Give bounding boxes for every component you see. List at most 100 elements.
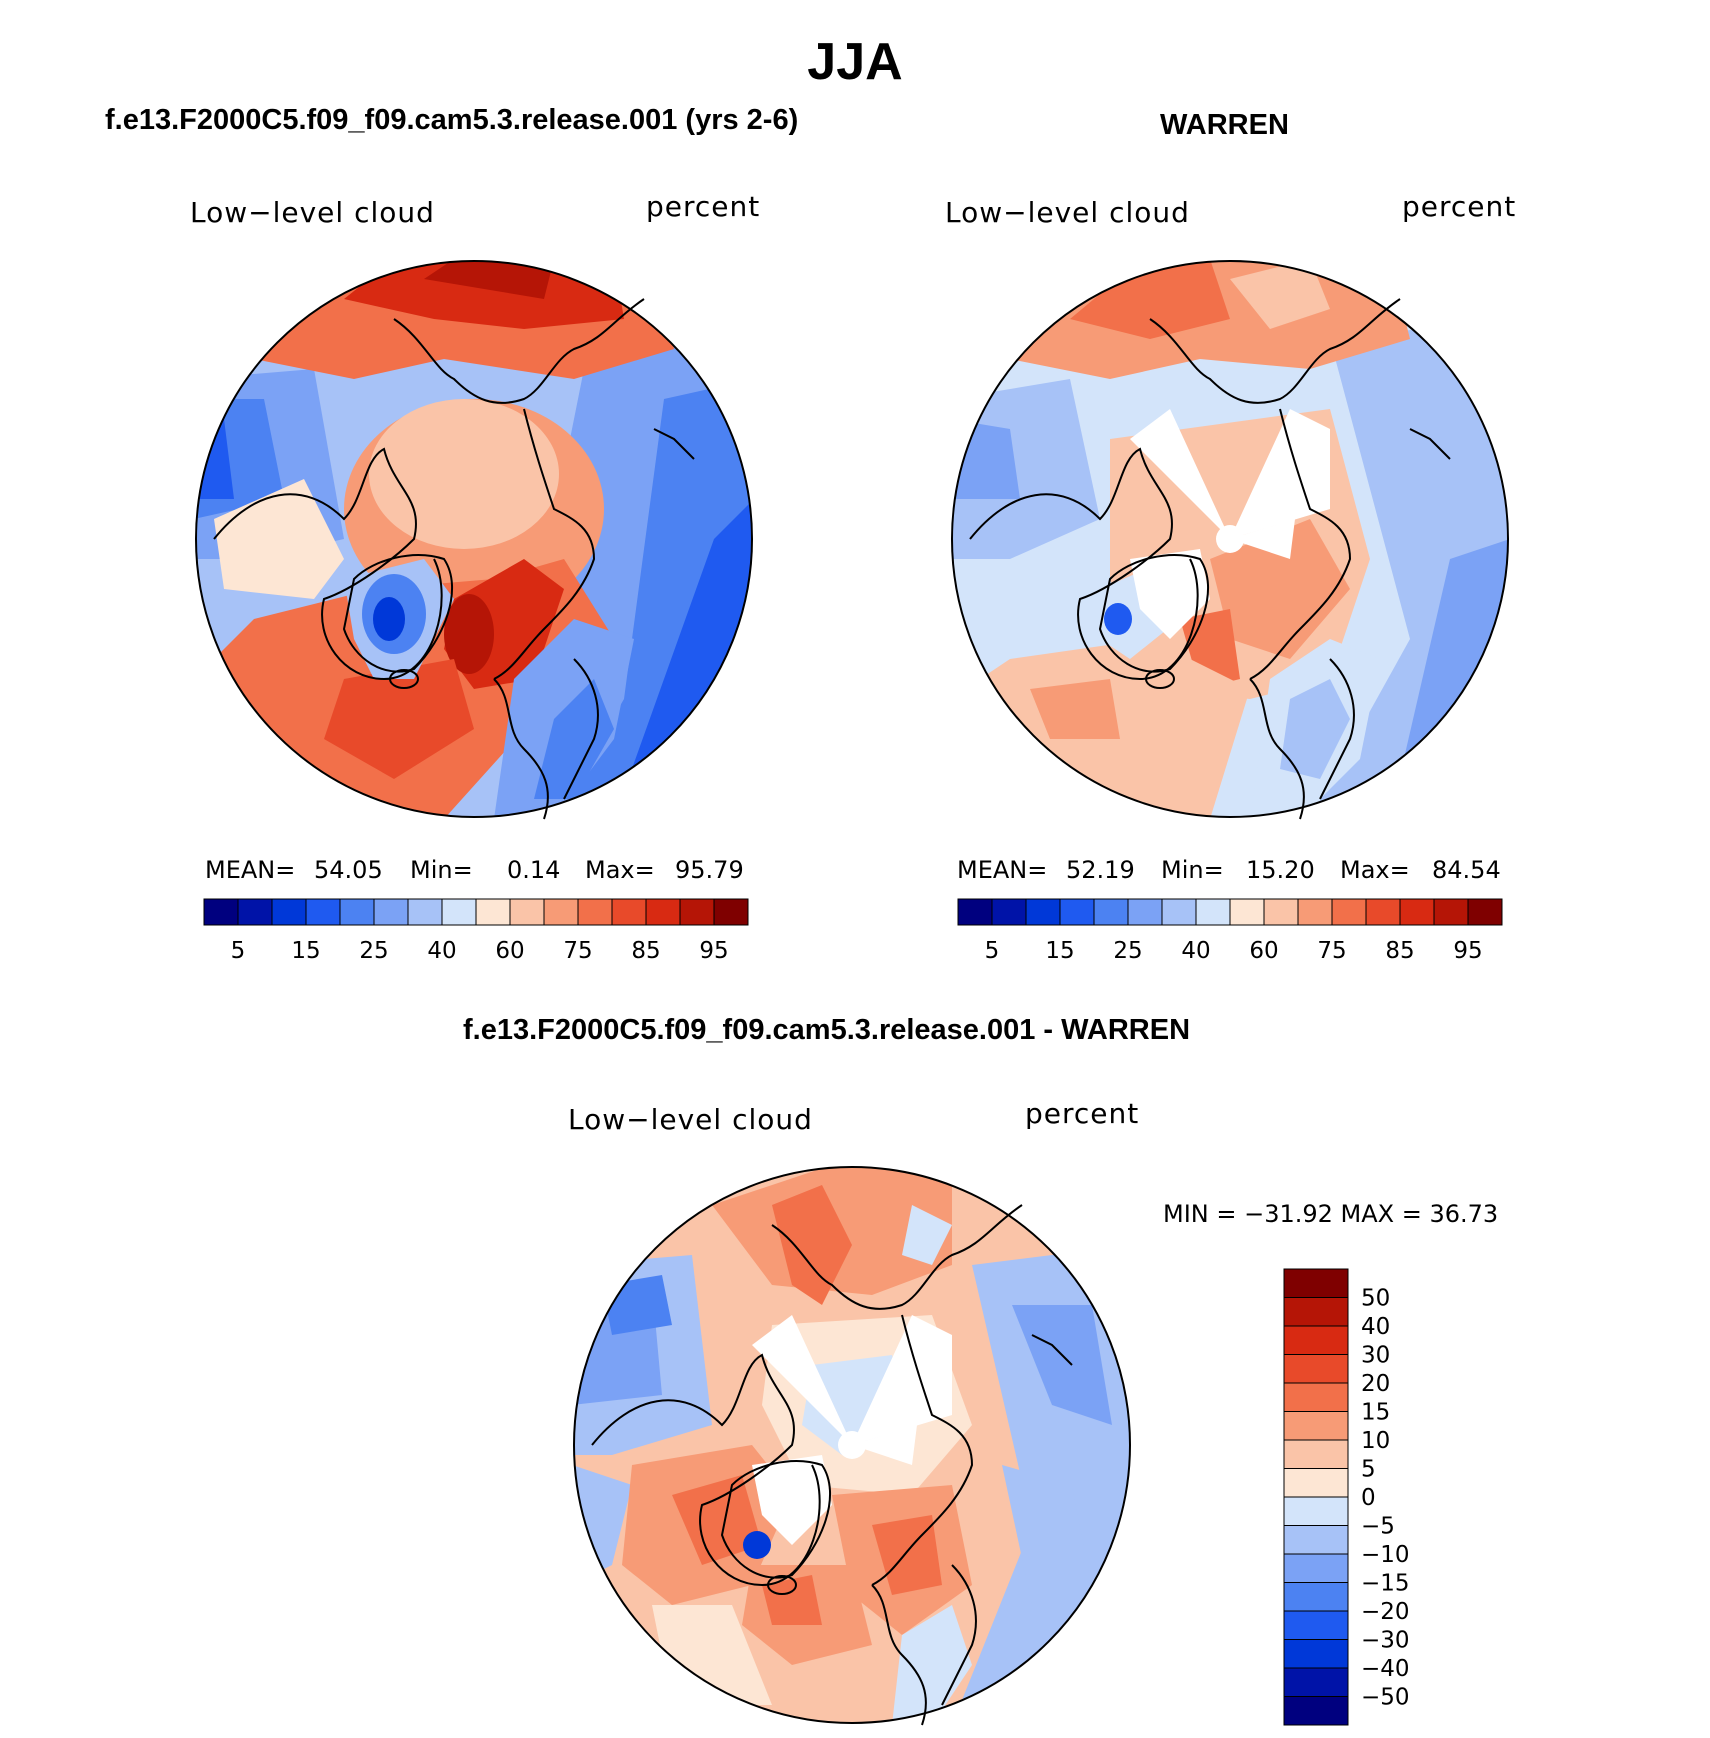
panel-model-colorbar-tick-label: 15 [291, 938, 320, 964]
panel-diff-colorbar-swatch [1283, 1496, 1349, 1526]
panel-model-max: 95.79 [675, 856, 744, 884]
panel-model-colorbar-swatch [237, 898, 273, 926]
panel-obs-units: percent [1402, 190, 1517, 223]
panel-obs-colorbar-swatch [1331, 898, 1367, 926]
panel-obs-colorbar-swatch [1297, 898, 1333, 926]
panel-obs-colorbar-swatch [1025, 898, 1061, 926]
panel-diff-colorbar-swatch [1283, 1696, 1349, 1726]
panel-diff-colorbar-tick-label: 15 [1361, 1400, 1390, 1426]
panel-model-min-label: Min= [410, 856, 473, 884]
panel-obs-map [951, 260, 1509, 820]
panel-obs-colorbar-tick-label: 40 [1181, 938, 1210, 964]
panel-obs-colorbar-swatch [1365, 898, 1401, 926]
panel-diff-colorbar-swatch [1283, 1297, 1349, 1327]
panel-diff-colorbar-tick-label: 50 [1361, 1286, 1390, 1312]
panel-model-min: 0.14 [507, 856, 561, 884]
panel-obs-colorbar-swatch [1229, 898, 1265, 926]
panel-obs-min-label: Min= [1161, 856, 1224, 884]
panel-model-max-label: Max= [585, 856, 655, 884]
panel-obs-colorbar-swatch [1399, 898, 1435, 926]
panel-diff-colorbar-swatch [1283, 1439, 1349, 1469]
panel-model-colorbar-swatch [713, 898, 749, 926]
panel-model-colorbar-tick-label: 60 [495, 938, 524, 964]
panel-obs-colorbar-swatch [957, 898, 993, 926]
panel-diff-variable: Low−level cloud [568, 1103, 813, 1136]
panel-diff-colorbar-swatch [1283, 1667, 1349, 1697]
panel-model-colorbar-swatch [407, 898, 443, 926]
panel-model-colorbar-swatch [577, 898, 613, 926]
panel-obs-colorbar-swatch [1093, 898, 1129, 926]
panel-diff-colorbar-tick-label: −15 [1361, 1571, 1410, 1597]
panel-diff-colorbar-tick-label: 10 [1361, 1428, 1390, 1454]
panel-model-colorbar-tick-label: 85 [631, 938, 660, 964]
panel-obs-colorbar: 5 15 25 40 60 75 85 95 [957, 898, 1503, 964]
panel-obs-colorbar-tick-label: 15 [1045, 938, 1074, 964]
panel-obs-min: 15.20 [1246, 856, 1315, 884]
panel-diff-colorbar-swatch [1283, 1582, 1349, 1612]
panel-obs-colorbar-tick-label: 60 [1249, 938, 1278, 964]
panel-diff-title: f.e13.F2000C5.f09_f09.cam5.3.release.001… [463, 1014, 1191, 1046]
panel-model-colorbar-swatch [441, 898, 477, 926]
panel-diff-colorbar-tick-label: −10 [1361, 1542, 1410, 1568]
panel-obs-max-label: Max= [1340, 856, 1410, 884]
panel-diff-units: percent [1025, 1097, 1140, 1130]
panel-obs-colorbar-swatch [1127, 898, 1163, 926]
panel-obs-colorbar-tick-label: 75 [1317, 938, 1346, 964]
panel-diff-colorbar-swatch [1283, 1268, 1349, 1298]
panel-diff-map [573, 1166, 1131, 1726]
panel-diff-colorbar-tick-label: −30 [1361, 1628, 1410, 1654]
panel-obs-colorbar-swatch [1195, 898, 1231, 926]
panel-diff-colorbar-tick-label: −20 [1361, 1599, 1410, 1625]
panel-model-colorbar-swatch [339, 898, 375, 926]
panel-model-mean: 54.05 [314, 856, 383, 884]
panel-model-variable: Low−level cloud [190, 196, 435, 229]
panel-model-colorbar-tick-label: 95 [699, 938, 728, 964]
panel-model-colorbar-swatch [475, 898, 511, 926]
panel-diff-colorbar-swatch [1283, 1411, 1349, 1441]
panel-obs-colorbar-swatch [1467, 898, 1503, 926]
panel-obs-colorbar-tick-label: 85 [1385, 938, 1414, 964]
panel-diff-colorbar-tick-label: −5 [1361, 1514, 1395, 1540]
panel-diff-colorbar-tick-label: 0 [1361, 1485, 1376, 1511]
panel-diff-colorbar-tick-label: −40 [1361, 1656, 1410, 1682]
panel-diff-colorbar-swatch [1283, 1525, 1349, 1555]
panel-model-colorbar-swatch [271, 898, 307, 926]
panel-diff-colorbar-tick-label: −50 [1361, 1685, 1410, 1711]
panel-model-colorbar-swatch [679, 898, 715, 926]
panel-obs-mean: 52.19 [1066, 856, 1135, 884]
panel-diff-colorbar-swatch [1283, 1553, 1349, 1583]
panel-model-colorbar-swatch [543, 898, 579, 926]
panel-model-colorbar-swatch [203, 898, 239, 926]
panel-obs-colorbar-swatch [991, 898, 1027, 926]
panel-diff-colorbar-swatch [1283, 1382, 1349, 1412]
panel-model-colorbar-swatch [645, 898, 681, 926]
panel-diff-colorbar-tick-label: 30 [1361, 1343, 1390, 1369]
panel-obs-max: 84.54 [1432, 856, 1501, 884]
panel-obs-mean-label: MEAN= [957, 856, 1048, 884]
panel-model-colorbar-tick-label: 75 [563, 938, 592, 964]
panel-model-map [195, 260, 753, 820]
panel-obs-colorbar-swatch [1263, 898, 1299, 926]
panel-diff-colorbar-swatch [1283, 1468, 1349, 1498]
panel-model-title: f.e13.F2000C5.f09_f09.cam5.3.release.001… [105, 104, 799, 136]
panel-model-colorbar-tick-label: 5 [231, 938, 246, 964]
panel-obs-colorbar-swatch [1433, 898, 1469, 926]
panel-model-mean-label: MEAN= [205, 856, 296, 884]
panel-model-colorbar-swatch [509, 898, 545, 926]
panel-diff-colorbar-swatch [1283, 1610, 1349, 1640]
panel-diff-colorbar-tick-label: 40 [1361, 1314, 1390, 1340]
panel-model-colorbar-swatch [305, 898, 341, 926]
panel-obs-colorbar-tick-label: 25 [1113, 938, 1142, 964]
panel-model-colorbar-tick-label: 25 [359, 938, 388, 964]
panel-diff-minmax: MIN = −31.92 MAX = 36.73 [1163, 1200, 1499, 1228]
panel-obs-colorbar-swatch [1059, 898, 1095, 926]
panel-diff-colorbar-tick-label: 20 [1361, 1371, 1390, 1397]
panel-obs-colorbar-tick-label: 95 [1453, 938, 1482, 964]
panel-model-colorbar-swatch [373, 898, 409, 926]
panel-diff-colorbar-swatch [1283, 1325, 1349, 1355]
panel-obs-colorbar-swatch [1161, 898, 1197, 926]
panel-diff-colorbar-swatch [1283, 1354, 1349, 1384]
panel-model-colorbar-swatch [611, 898, 647, 926]
panel-obs-title: WARREN [1160, 109, 1289, 141]
